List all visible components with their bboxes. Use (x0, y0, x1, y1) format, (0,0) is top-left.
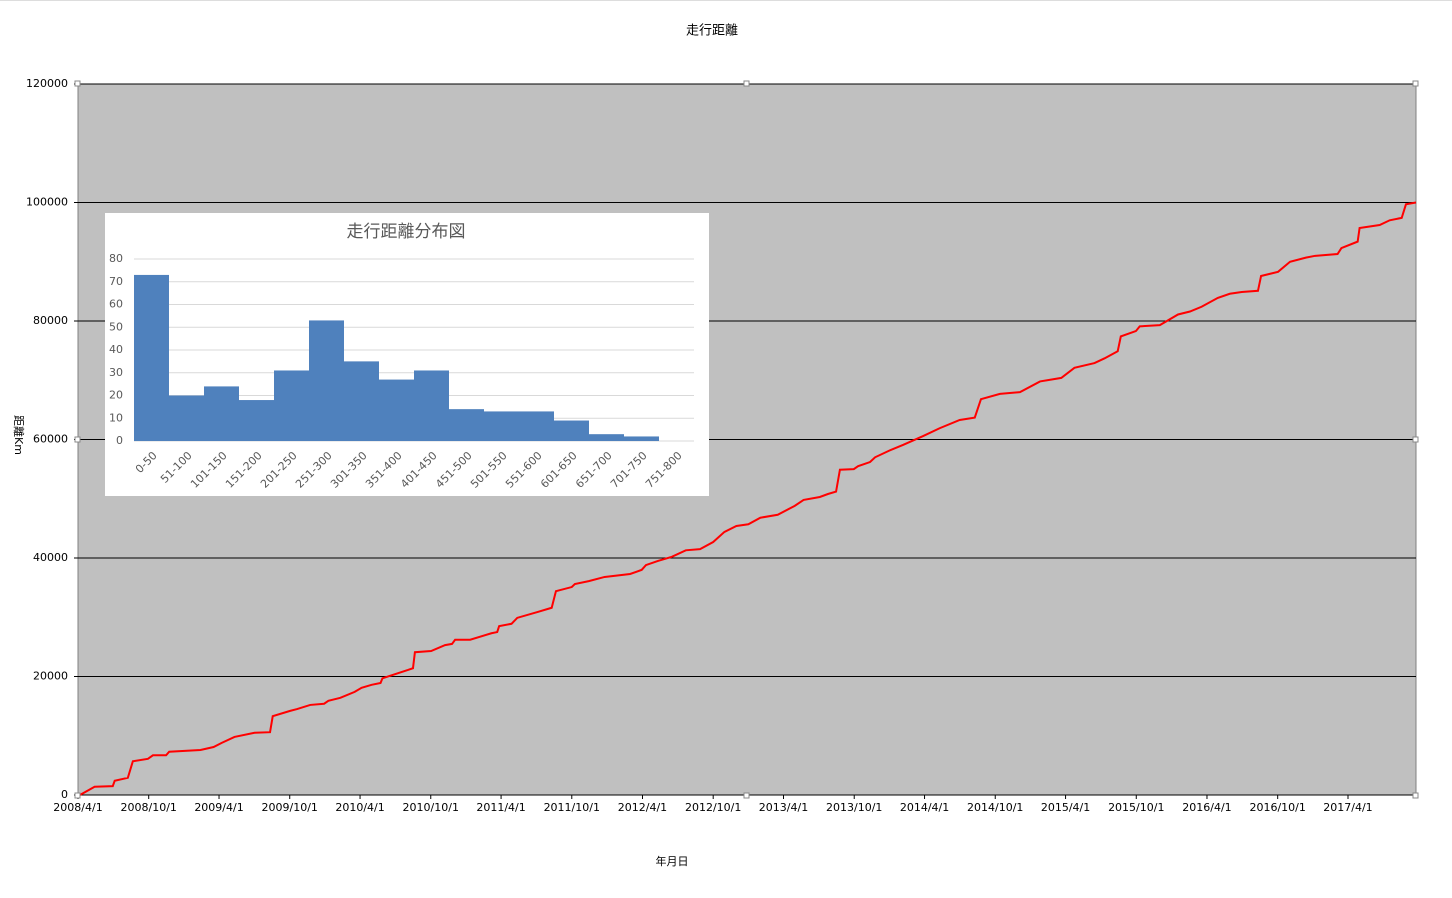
selection-handles (74, 80, 1419, 799)
y-tick-label: 40000 (33, 551, 68, 564)
x-tick-label: 2017/4/1 (1323, 801, 1372, 814)
x-tick-label: 2010/10/1 (403, 801, 459, 814)
y-tick-label: 80 (109, 252, 123, 265)
bar (484, 411, 519, 441)
bar (379, 379, 414, 441)
x-tick-label: 2013/4/1 (759, 801, 808, 814)
bar (134, 274, 169, 441)
bar (589, 434, 624, 441)
bar (309, 320, 344, 441)
y-tick-label: 20000 (33, 670, 68, 683)
x-tick-label: 2014/10/1 (967, 801, 1023, 814)
x-tick-label: 2012/4/1 (618, 801, 667, 814)
bar (624, 436, 659, 441)
bar (204, 386, 239, 441)
x-tick-label: 2016/10/1 (1249, 801, 1305, 814)
y-axis-label: 距離Km (12, 415, 26, 455)
y-tick-label: 0 (61, 788, 68, 801)
x-axis-label: 年月日 (656, 854, 689, 868)
handle (1412, 80, 1419, 87)
x-tick-label: 2015/10/1 (1108, 801, 1164, 814)
x-tick-label: 2009/10/1 (262, 801, 318, 814)
handle (743, 792, 750, 799)
y-tick-label: 20 (109, 389, 123, 402)
bar (274, 370, 309, 441)
handle (743, 80, 750, 87)
x-tick-label: 2016/4/1 (1182, 801, 1231, 814)
y-tick-label: 10 (109, 411, 123, 424)
x-tick-label: 2013/10/1 (826, 801, 882, 814)
handle (74, 80, 81, 87)
y-tick-label: 40 (109, 343, 123, 356)
x-tick-label: 2015/4/1 (1041, 801, 1090, 814)
y-tick-label: 70 (109, 275, 123, 288)
x-tick-label: 2011/10/1 (544, 801, 600, 814)
y-tick-label: 60 (109, 298, 123, 311)
handle (1412, 792, 1419, 799)
bar (169, 395, 204, 441)
data-line (78, 201, 1417, 796)
handle (74, 792, 81, 799)
x-tick-label: 2008/10/1 (121, 801, 177, 814)
inset-title: 走行距離分布図 (347, 222, 466, 242)
x-tick-label: 2010/4/1 (335, 801, 384, 814)
y-tick-label: 0 (116, 434, 123, 447)
x-tick-label: 2014/4/1 (900, 801, 949, 814)
bar (414, 370, 449, 441)
bar (449, 409, 484, 441)
chart-title: 走行距離 (686, 24, 738, 39)
y-tick-label: 50 (109, 320, 123, 333)
y-tick-label: 100000 (26, 196, 68, 209)
bar (519, 411, 554, 441)
bar (239, 400, 274, 441)
y-tick-label: 30 (109, 366, 123, 379)
bar (554, 420, 589, 441)
bar (344, 361, 379, 441)
handle (74, 436, 81, 443)
x-tick-label: 2011/4/1 (476, 801, 525, 814)
x-tick-label: 2009/4/1 (194, 801, 243, 814)
y-tick-label: 120000 (26, 77, 68, 90)
inset-background (105, 213, 709, 496)
y-tick-label: 80000 (33, 314, 68, 327)
y-tick-label: 60000 (33, 433, 68, 446)
x-tick-label: 2008/4/1 (53, 801, 102, 814)
x-tick-label: 2012/10/1 (685, 801, 741, 814)
handle (1412, 436, 1419, 443)
